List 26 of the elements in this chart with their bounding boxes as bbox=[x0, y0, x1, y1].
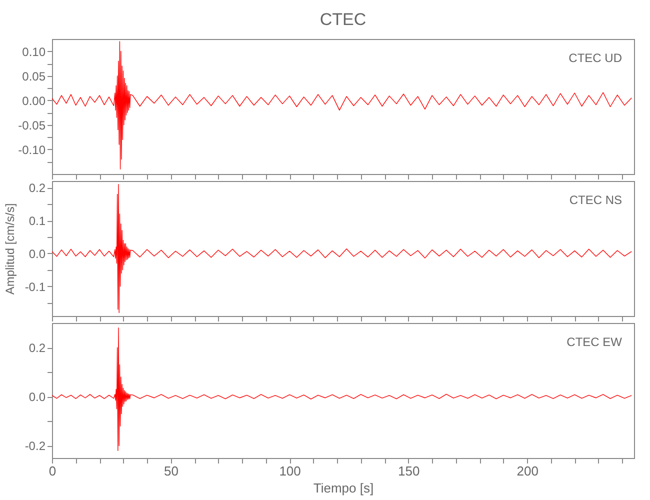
annotation: CTEC EW bbox=[566, 335, 623, 349]
y-tick-label: 0.05 bbox=[22, 69, 46, 84]
y-tick-label: -0.2 bbox=[24, 439, 46, 454]
annotation: CTEC NS bbox=[569, 193, 622, 207]
y-tick-label: -0.1 bbox=[24, 280, 46, 294]
y-axis-title: Amplitud [cm/s/s] bbox=[2, 203, 17, 295]
x-tick-label: 200 bbox=[516, 464, 538, 478]
y-tick-label: 0.0 bbox=[28, 246, 46, 261]
y-tick-label: 0.00 bbox=[22, 94, 46, 108]
y-tick-label: 0.2 bbox=[28, 181, 46, 196]
x-axis-title: Tiempo [s] bbox=[313, 480, 374, 496]
line-series bbox=[52, 328, 632, 451]
chart-title: CTEC bbox=[320, 10, 366, 29]
y-tick-label: -0.10 bbox=[18, 142, 46, 157]
x-tick-label: 50 bbox=[164, 464, 179, 478]
line-series bbox=[52, 184, 632, 314]
line-series bbox=[52, 41, 632, 170]
y-tick-label: 0.2 bbox=[28, 341, 46, 356]
x-tick-label: 150 bbox=[398, 464, 420, 478]
y-tick-label: 0.1 bbox=[28, 214, 46, 228]
y-tick-label: 0.0 bbox=[28, 390, 46, 404]
annotation: CTEC UD bbox=[568, 51, 622, 65]
x-tick-label: 0 bbox=[48, 464, 56, 478]
y-tick-label: -0.05 bbox=[18, 118, 46, 132]
x-tick-label: 100 bbox=[279, 464, 301, 478]
y-tick-label: 0.10 bbox=[22, 44, 46, 59]
